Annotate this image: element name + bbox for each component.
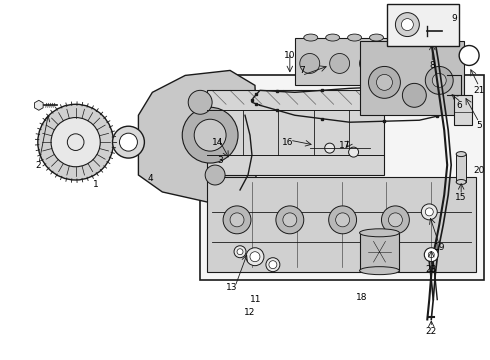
Text: 13: 13 [226,283,238,292]
Bar [360,233,399,271]
Text: 5: 5 [476,121,482,130]
Text: 2: 2 [35,161,41,170]
Polygon shape [34,100,43,110]
Text: 22: 22 [426,327,437,336]
Circle shape [360,54,379,73]
Text: 3: 3 [217,156,223,165]
Text: 4: 4 [147,174,153,183]
Circle shape [38,104,114,180]
Circle shape [120,133,137,151]
Text: 10: 10 [284,51,295,60]
Bar [388,4,459,45]
Text: 18: 18 [356,293,368,302]
Text: 8: 8 [429,61,435,70]
Circle shape [237,249,243,255]
Circle shape [230,213,244,227]
Bar [207,177,476,272]
Circle shape [276,206,304,234]
Circle shape [205,165,225,185]
Circle shape [67,134,84,150]
Text: 7: 7 [299,66,305,75]
Ellipse shape [392,34,405,41]
Circle shape [401,19,414,31]
Circle shape [382,206,409,234]
Ellipse shape [360,267,399,275]
Circle shape [425,67,453,94]
Circle shape [424,248,438,262]
Text: 21: 21 [473,86,485,95]
Circle shape [432,73,446,87]
Text: 19: 19 [434,243,445,252]
Circle shape [266,258,280,272]
Bar [454,95,472,125]
Text: 15: 15 [455,193,467,202]
Ellipse shape [456,152,466,157]
Circle shape [459,45,479,66]
Circle shape [368,67,400,98]
Circle shape [330,54,349,73]
Text: 11: 11 [250,295,262,304]
Text: 6: 6 [456,101,462,110]
Circle shape [182,107,238,163]
Circle shape [402,84,426,107]
Bar [360,41,464,115]
Ellipse shape [347,34,362,41]
Polygon shape [138,71,258,205]
Ellipse shape [360,229,399,237]
Circle shape [250,252,260,262]
Circle shape [234,246,246,258]
Circle shape [329,206,357,234]
Text: 23: 23 [426,265,437,274]
Circle shape [51,118,100,167]
Circle shape [395,13,419,37]
Circle shape [325,143,335,153]
Circle shape [194,119,226,151]
Circle shape [376,75,392,90]
Text: 1: 1 [93,180,98,189]
Circle shape [246,248,264,266]
Bar [456,154,466,182]
Ellipse shape [456,180,466,184]
Ellipse shape [369,34,384,41]
Circle shape [283,213,297,227]
Bar [200,75,484,280]
Circle shape [113,126,145,158]
Text: 12: 12 [245,308,256,317]
Bar [207,90,385,175]
Text: 17: 17 [339,141,350,150]
Text: 20: 20 [473,166,485,175]
Text: 9: 9 [451,14,457,23]
Circle shape [428,252,434,258]
Circle shape [389,213,402,227]
Circle shape [269,261,277,269]
Text: 14: 14 [213,138,224,147]
Circle shape [336,213,349,227]
Circle shape [223,206,251,234]
Ellipse shape [326,34,340,41]
Circle shape [348,147,359,157]
Circle shape [188,90,212,114]
Circle shape [385,54,404,73]
Ellipse shape [304,34,318,41]
Circle shape [425,208,433,216]
Bar [295,37,413,85]
Text: 16: 16 [282,138,294,147]
Circle shape [300,54,319,73]
Circle shape [421,204,437,220]
